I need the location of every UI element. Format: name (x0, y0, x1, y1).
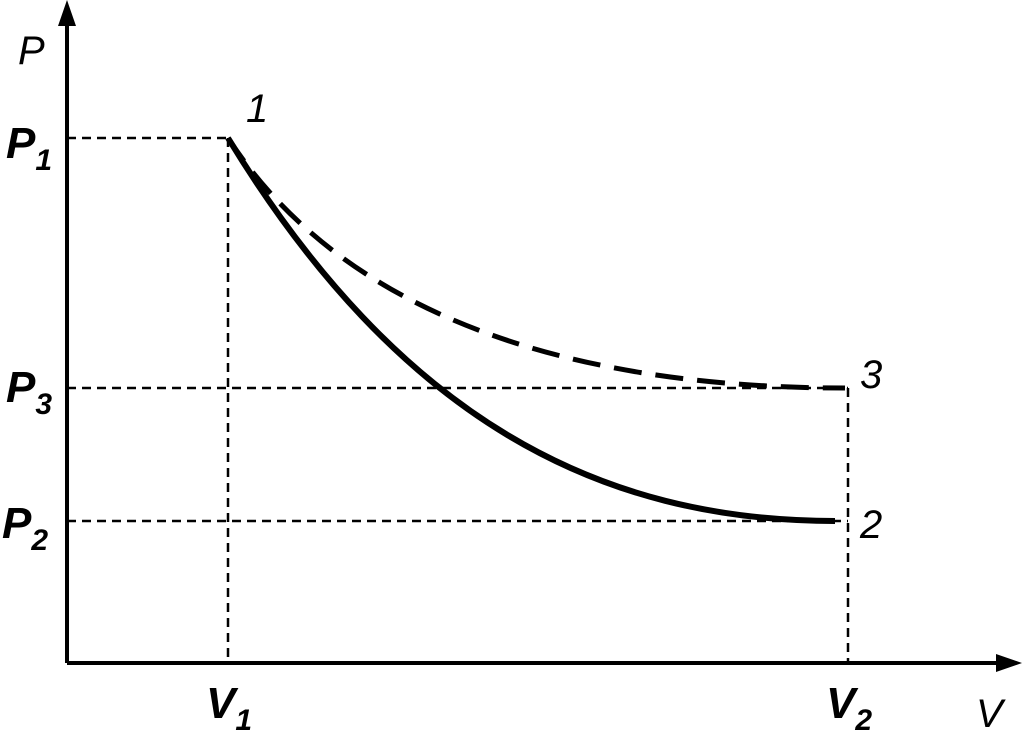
p3-label: P3 (6, 363, 52, 421)
v2-label: V2 (826, 679, 872, 737)
y-axis-label: P (18, 29, 45, 73)
x-axis-arrowhead (996, 654, 1022, 672)
p2-label: P2 (2, 499, 48, 557)
state-point-1-label: 1 (246, 87, 268, 131)
v1-label: V1 (206, 679, 252, 737)
state-point-3-label: 3 (860, 353, 882, 397)
y-axis-arrowhead (58, 0, 76, 26)
curve-1-to-2 (225, 136, 836, 524)
p1-label: P1 (6, 119, 52, 177)
state-point-2-label: 2 (859, 503, 882, 547)
x-axis-label: V (976, 692, 1006, 736)
curve-1-to-3 (225, 136, 846, 391)
